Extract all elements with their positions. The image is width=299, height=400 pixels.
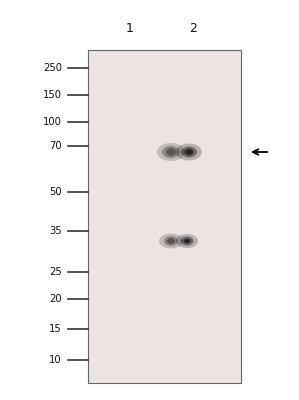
Ellipse shape — [181, 236, 193, 246]
Text: 70: 70 — [49, 141, 62, 151]
Text: 35: 35 — [49, 226, 62, 236]
Text: 150: 150 — [43, 90, 62, 100]
Ellipse shape — [166, 148, 176, 156]
Text: 15: 15 — [49, 324, 62, 334]
Text: 25: 25 — [49, 267, 62, 277]
Ellipse shape — [184, 238, 190, 244]
Ellipse shape — [157, 143, 185, 161]
Text: 250: 250 — [43, 63, 62, 73]
Text: 10: 10 — [49, 355, 62, 365]
Ellipse shape — [164, 236, 178, 246]
Ellipse shape — [181, 146, 197, 158]
Ellipse shape — [176, 144, 202, 160]
Text: 50: 50 — [49, 187, 62, 197]
Text: 100: 100 — [43, 117, 62, 127]
Ellipse shape — [159, 234, 183, 248]
Text: 20: 20 — [49, 294, 62, 304]
Ellipse shape — [185, 240, 189, 242]
Ellipse shape — [187, 150, 191, 154]
Ellipse shape — [167, 238, 175, 244]
Ellipse shape — [184, 148, 193, 156]
Ellipse shape — [162, 146, 180, 158]
Ellipse shape — [176, 234, 198, 248]
Text: 1: 1 — [126, 22, 134, 34]
Bar — [88, 50, 241, 383]
Text: 2: 2 — [189, 22, 197, 34]
